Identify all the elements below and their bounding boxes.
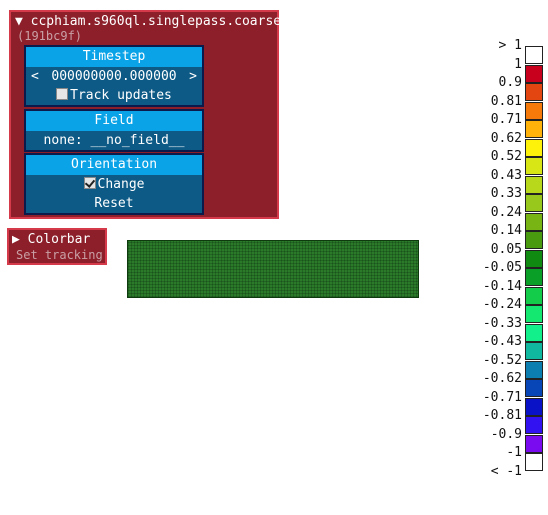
legend-label: -0.81: [482, 408, 522, 423]
dataset-title: ccphiam.s960ql.singlepass.coarse: [30, 14, 282, 29]
collapse-arrow-icon[interactable]: ▼: [15, 14, 23, 29]
legend-label: -0.33: [482, 315, 522, 331]
legend-swatch: [525, 249, 543, 268]
mesh-render[interactable]: [127, 240, 419, 298]
dataset-header[interactable]: ▼ ccphiam.s960ql.singlepass.coarse: [15, 14, 281, 29]
expand-arrow-icon[interactable]: ▶: [12, 232, 20, 247]
timestep-row: < 000000000.000000 >: [26, 67, 202, 86]
legend-label: -0.14: [482, 278, 522, 294]
field-title: Field: [94, 113, 134, 128]
legend-swatch: [525, 64, 543, 83]
field-select[interactable]: none: __no_field__: [26, 131, 202, 150]
legend-swatch: [525, 194, 543, 212]
legend-swatch: [525, 157, 543, 175]
legend-swatch: [525, 416, 543, 434]
legend-label: 0.33: [490, 186, 522, 201]
track-updates-checkbox[interactable]: [56, 88, 69, 100]
legend-label: 0.24: [490, 204, 522, 220]
legend-label: -0.52: [482, 352, 522, 368]
dataset-id: (191bc9f): [17, 29, 83, 43]
colorbar-subtitle[interactable]: Set tracking: [16, 248, 103, 262]
prev-timestep-button[interactable]: <: [31, 69, 39, 84]
legend-swatch: [525, 342, 543, 360]
colorbar-title: Colorbar: [27, 232, 91, 247]
legend-label: 0.62: [490, 130, 522, 146]
legend-swatch: [525, 101, 543, 120]
legend-label: 0.14: [490, 223, 522, 238]
orientation-change-label: Change: [97, 177, 145, 192]
orientation-title: Orientation: [70, 157, 158, 172]
orientation-change-row[interactable]: Change: [26, 175, 202, 194]
legend-swatch: [525, 46, 543, 64]
legend-label: -0.9: [490, 426, 522, 442]
orientation-section: Orientation Change Reset: [24, 153, 204, 215]
colorbar-header[interactable]: ▶ Colorbar: [12, 232, 90, 247]
legend-label: 0.43: [490, 167, 522, 183]
field-section: Field none: __no_field__: [24, 109, 204, 152]
legend-label: -0.24: [482, 297, 522, 312]
legend-swatch: [525, 286, 543, 305]
colorbar-panel: ▶ Colorbar Set tracking: [7, 228, 107, 265]
legend-swatch: [525, 453, 543, 471]
orientation-reset-button[interactable]: Reset: [26, 194, 202, 213]
legend-swatch: [525, 305, 543, 323]
legend-swatch: [525, 268, 543, 286]
legend-swatch: [525, 212, 543, 231]
orientation-change-checkbox[interactable]: [83, 177, 96, 189]
legend-label: -1: [506, 445, 522, 460]
legend-label: < -1: [490, 463, 522, 479]
legend-label: 0.81: [490, 93, 522, 109]
legend-swatch: [525, 323, 543, 342]
legend-swatch: [525, 138, 543, 157]
track-updates-label: Track updates: [70, 88, 172, 103]
dataset-panel: ▼ ccphiam.s960ql.singlepass.coarse (191b…: [9, 10, 281, 219]
legend-label: -0.05: [482, 260, 522, 275]
legend-label: 0.05: [490, 241, 522, 257]
legend-label: 0.71: [490, 112, 522, 127]
legend-label: > 1: [498, 38, 522, 53]
legend-swatch: [525, 231, 543, 249]
next-timestep-button[interactable]: >: [189, 69, 197, 84]
legend-label: 1: [514, 56, 522, 72]
legend-label: 0.52: [490, 149, 522, 164]
track-updates-row[interactable]: Track updates: [26, 86, 202, 105]
legend-label: -0.43: [482, 334, 522, 349]
legend-swatch: [525, 120, 543, 138]
timestep-title: Timestep: [82, 49, 146, 64]
legend-swatch: [525, 83, 543, 101]
legend-label: 0.9: [498, 75, 522, 90]
timestep-section: Timestep < 000000000.000000 > Track upda…: [24, 45, 204, 107]
legend-swatch: [525, 434, 543, 453]
legend-swatch: [525, 175, 543, 194]
legend-label: -0.62: [482, 371, 522, 386]
timestep-value[interactable]: 000000000.000000: [51, 69, 177, 84]
legend-label: -0.71: [482, 389, 522, 405]
legend-swatch: [525, 397, 543, 416]
legend-swatch: [525, 379, 543, 397]
legend-swatch: [525, 360, 543, 379]
